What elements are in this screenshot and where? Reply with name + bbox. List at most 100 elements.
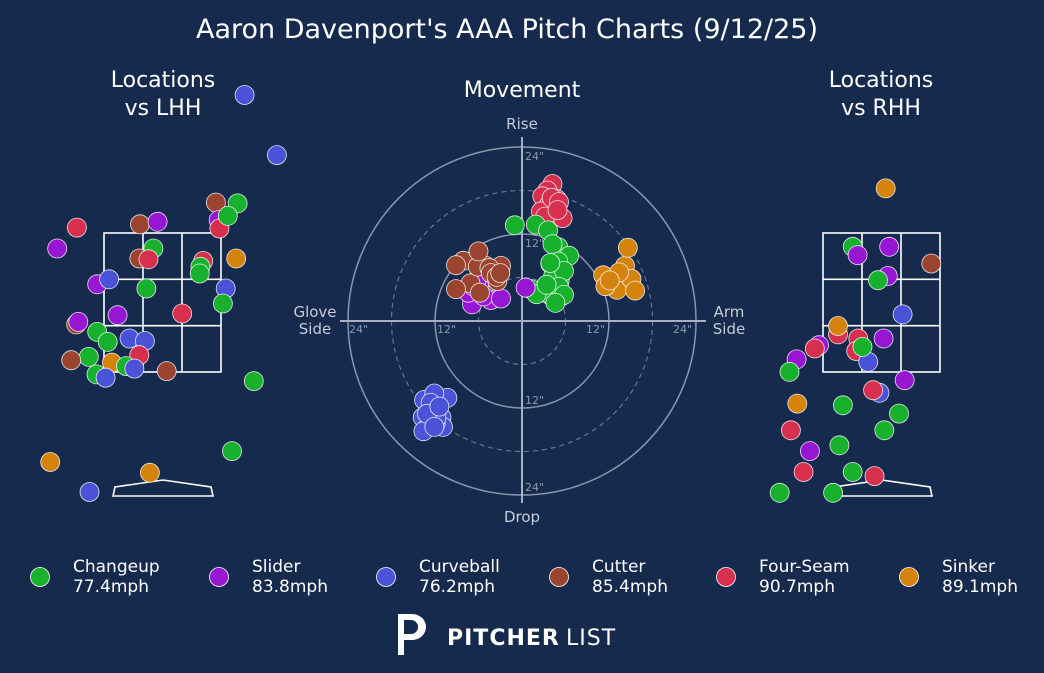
lhh-point-curveball-40 (124, 358, 145, 379)
rhh-point-cutter-6 (921, 253, 942, 274)
rhh-point-curveball-8 (892, 304, 913, 325)
pitch-points-movement (412, 174, 645, 442)
strike-zone-rhh (822, 232, 941, 373)
lhh-point-slider-28 (68, 311, 89, 332)
lhh-point-sinker-50 (139, 462, 160, 483)
movement-point-sinker-43 (618, 237, 638, 258)
lhh-point-cutter-7 (130, 214, 150, 235)
legend-label-changeup: Changeup (73, 557, 160, 577)
brand-text-bold: PITCHER (447, 626, 560, 651)
chart-title: Aaron Davenport's AAA Pitch Charts (9/12… (196, 14, 818, 45)
lhh-point-curveball-1 (266, 145, 287, 166)
rhh-point-changeup-25 (889, 403, 909, 424)
lhh-point-four-seam-24 (172, 303, 193, 324)
axis-label-drop: Drop (504, 508, 540, 526)
pitcherlist-logo: PITCHER LIST (398, 614, 616, 655)
lhh-point-curveball-43 (95, 367, 116, 388)
pitch-points-lhh (40, 85, 287, 502)
panel-locations-rhh: Locations vs RHH (769, 68, 942, 503)
home-plate-lhh (112, 479, 214, 497)
rhh-point-slider-13 (873, 328, 894, 349)
movement-point-changeup-31 (545, 292, 566, 313)
rhh-point-slider-3 (879, 236, 900, 257)
lhh-point-slider-8 (147, 211, 168, 232)
rhh-point-changeup-33 (769, 482, 790, 503)
movement-point-four-seam-10 (547, 200, 568, 221)
lhh-point-changeup-35 (78, 346, 99, 367)
lhh-point-slider-25 (107, 305, 128, 326)
panel-title-rhh-line2: vs RHH (841, 96, 921, 121)
lhh-point-changeup-47 (222, 441, 242, 462)
rhh-point-changeup-28 (829, 435, 850, 456)
movement-point-cutter-68 (490, 263, 511, 284)
legend-swatch-slider (209, 567, 229, 587)
legend-label-cutter: Cutter (592, 557, 645, 577)
legend-label-slider: Slider (252, 557, 300, 577)
rhh-point-changeup-19 (852, 336, 873, 357)
rhh-point-four-seam-26 (781, 420, 801, 441)
movement-point-cutter-63 (469, 282, 490, 303)
panel-title-rhh-line1: Locations (829, 68, 934, 93)
ring-label-top-12: 12" (525, 237, 544, 250)
lhh-point-changeup-15 (189, 263, 210, 284)
movement-point-slider-52 (491, 288, 511, 309)
legend-swatch-four-seam (716, 567, 736, 587)
rhh-point-four-seam-30 (793, 462, 814, 482)
lhh-point-cutter-44 (156, 361, 177, 382)
legend-swatch-sinker (899, 567, 919, 587)
rhh-point-sinker-0 (875, 178, 896, 199)
axis-label-arm-line2: Side (713, 320, 745, 338)
rhh-point-four-seam-32 (864, 466, 885, 487)
lhh-point-changeup-22 (212, 293, 233, 314)
movement-point-changeup-13 (504, 215, 525, 236)
lhh-point-curveball-51 (79, 482, 100, 502)
legend-swatch-cutter (549, 567, 569, 587)
lhh-point-four-seam-14 (138, 249, 159, 270)
rhh-point-slider-2 (847, 245, 868, 266)
rhh-point-sinker-23 (787, 393, 808, 414)
panel-title-movement: Movement (464, 78, 581, 103)
movement-point-cutter-67 (446, 279, 466, 300)
brand-text-light: LIST (566, 626, 616, 651)
legend-swatch-curveball (376, 567, 396, 587)
legend-speed-changeup: 77.4mph (73, 577, 149, 597)
rhh-point-changeup-31 (842, 462, 863, 482)
lhh-point-sinker-13 (226, 248, 247, 269)
rhh-point-changeup-34 (823, 482, 843, 503)
pitcherlist-logo-icon (398, 614, 426, 655)
lhh-point-changeup-20 (136, 278, 157, 299)
movement-point-slider-50 (515, 277, 536, 298)
pitch-points-rhh (769, 178, 942, 503)
legend-label-sinker: Sinker (942, 557, 995, 577)
legend-label-curveball: Curveball (419, 557, 500, 577)
axis-label-glove-line2: Side (299, 320, 331, 338)
movement-point-cutter-65 (446, 255, 466, 276)
panel-title-lhh-line2: vs LHH (125, 96, 202, 121)
movement-point-changeup-15 (542, 234, 563, 255)
lhh-point-curveball-0 (234, 85, 255, 105)
panel-movement: Movement 24" 12" 12" 24" 24" 12" 12" 24"… (293, 78, 745, 526)
lhh-point-changeup-6 (217, 205, 238, 226)
ring-label-top-24: 24" (525, 150, 544, 163)
ring-label-right-24: 24" (673, 323, 692, 336)
movement-point-curveball-85 (429, 396, 450, 417)
lhh-point-curveball-19 (99, 269, 119, 290)
movement-point-changeup-33 (540, 253, 561, 273)
movement-point-changeup-32 (536, 274, 557, 295)
legend-speed-cutter: 85.4mph (592, 577, 668, 597)
rhh-point-slider-29 (800, 441, 820, 462)
rhh-point-changeup-27 (874, 420, 895, 441)
legend-label-four-seam: Four-Seam (759, 557, 850, 577)
rhh-point-sinker-10 (828, 316, 848, 336)
rhh-point-changeup-24 (833, 395, 853, 416)
ring-label-bottom-12: 12" (525, 394, 544, 407)
movement-point-curveball-84 (424, 416, 445, 437)
lhh-point-changeup-45 (243, 371, 264, 392)
lhh-point-four-seam-16 (67, 217, 87, 238)
ring-label-left-12: 12" (437, 323, 456, 336)
lhh-point-sinker-48 (40, 452, 61, 472)
legend-speed-slider: 83.8mph (252, 577, 328, 597)
movement-point-sinker-41 (599, 270, 620, 291)
